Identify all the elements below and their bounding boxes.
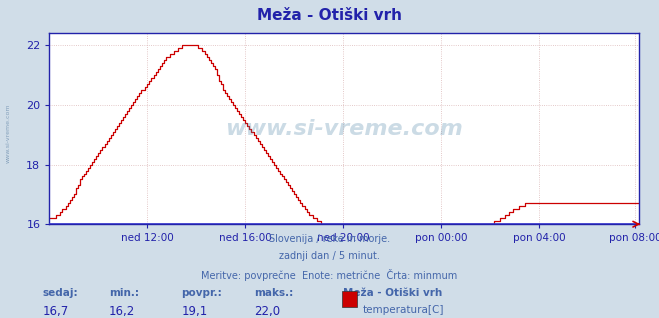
Text: www.si-vreme.com: www.si-vreme.com: [225, 119, 463, 139]
Text: min.:: min.:: [109, 288, 139, 298]
Text: Meža - Otiški vrh: Meža - Otiški vrh: [343, 288, 442, 298]
Text: 22,0: 22,0: [254, 305, 280, 318]
Text: 16,2: 16,2: [109, 305, 135, 318]
Text: 19,1: 19,1: [181, 305, 208, 318]
Text: povpr.:: povpr.:: [181, 288, 222, 298]
Text: zadnji dan / 5 minut.: zadnji dan / 5 minut.: [279, 251, 380, 261]
Text: www.si-vreme.com: www.si-vreme.com: [5, 104, 11, 163]
Text: Slovenija / reke in morje.: Slovenija / reke in morje.: [269, 234, 390, 244]
Text: Meritve: povprečne  Enote: metrične  Črta: minmum: Meritve: povprečne Enote: metrične Črta:…: [202, 269, 457, 281]
Text: Meža - Otiški vrh: Meža - Otiški vrh: [257, 8, 402, 23]
Text: 16,7: 16,7: [43, 305, 69, 318]
Text: sedaj:: sedaj:: [43, 288, 78, 298]
Text: temperatura[C]: temperatura[C]: [362, 305, 444, 315]
Text: maks.:: maks.:: [254, 288, 293, 298]
